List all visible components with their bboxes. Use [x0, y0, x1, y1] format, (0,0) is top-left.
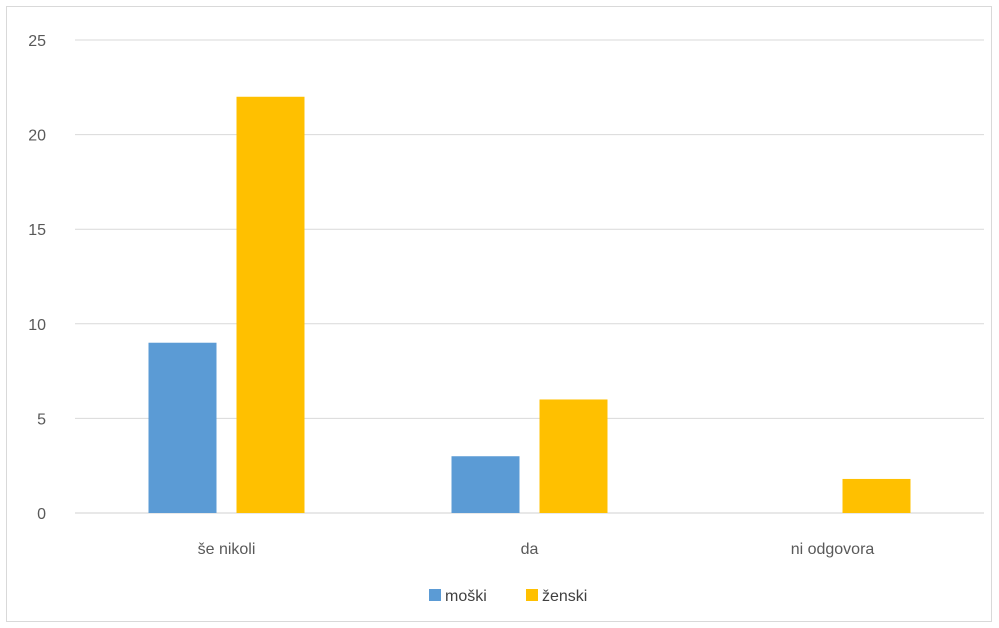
- y-tick-label: 0: [37, 506, 46, 523]
- bar-zenski-0: [236, 96, 305, 513]
- y-tick-label: 25: [28, 33, 46, 50]
- y-tick-label: 5: [37, 411, 46, 428]
- chart-frame: [6, 6, 992, 622]
- y-tick-label: 20: [28, 128, 46, 145]
- bar-moski-0: [148, 342, 217, 513]
- y-tick-label: 15: [28, 222, 46, 239]
- y-tick-label: 10: [28, 317, 46, 334]
- legend-label: ženski: [542, 588, 587, 605]
- y-axis-ticks: 0 5 10 15 20 25: [28, 33, 46, 523]
- bar-zenski-1: [539, 399, 608, 513]
- x-tick-label: da: [521, 541, 539, 558]
- legend-label: moški: [445, 588, 487, 605]
- bar-zenski-2: [842, 478, 911, 513]
- bar-moski-1: [451, 456, 520, 513]
- x-tick-label: še nikoli: [198, 541, 256, 558]
- bars: [148, 96, 911, 513]
- x-axis-ticks: še nikoli da ni odgovora: [198, 541, 875, 558]
- x-tick-label: ni odgovora: [791, 541, 875, 558]
- legend-swatch: [526, 589, 538, 601]
- legend-swatch: [429, 589, 441, 601]
- legend: moški ženski: [429, 588, 587, 605]
- gridlines: [75, 39, 984, 514]
